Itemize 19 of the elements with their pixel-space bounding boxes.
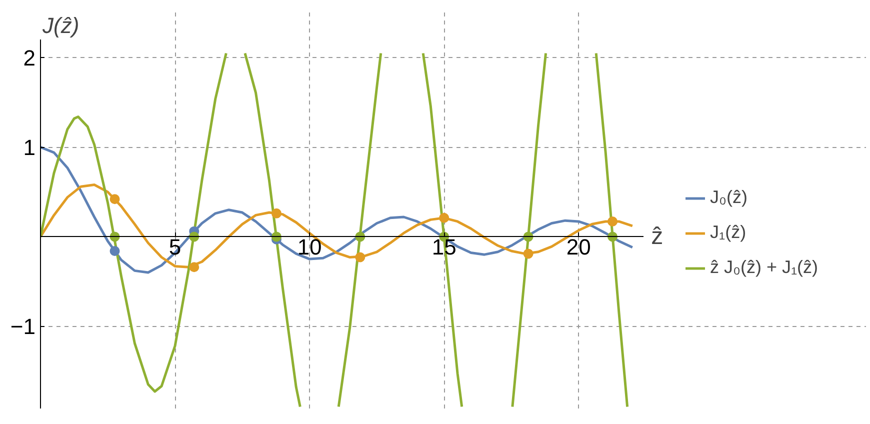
y-tick-label: 2 [23, 46, 36, 71]
point [523, 248, 534, 259]
point [608, 216, 618, 226]
y-tick-label: 1 [23, 135, 36, 160]
legend-label: ẑ J₀(ẑ) + J₁(ẑ) [710, 257, 818, 278]
x-tick-label: 20 [566, 234, 591, 260]
line-series [40, 146, 634, 274]
point [189, 262, 200, 272]
x-axis-title: ẑ [651, 223, 664, 250]
y-axis-title: J(ẑ) [42, 12, 80, 38]
legend-label: J₀(ẑ) [710, 187, 748, 208]
point [110, 194, 120, 204]
y-tick-label: −1 [10, 314, 36, 340]
point [110, 246, 120, 256]
x-tick-label: 10 [297, 234, 322, 260]
legend-label: J₁(ẑ) [710, 222, 746, 243]
point [271, 208, 282, 218]
point [355, 252, 366, 262]
point [439, 212, 450, 223]
